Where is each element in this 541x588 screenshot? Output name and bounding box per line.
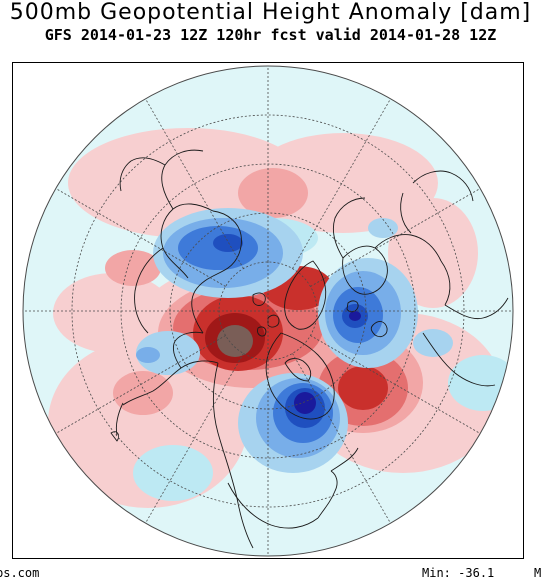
- meridian-line: [55, 188, 226, 287]
- map-title: 500mb Geopotential Height Anomaly [dam]: [9, 0, 532, 25]
- max-positive-anomaly: [217, 325, 253, 357]
- extreme-negative-anomaly: [294, 311, 361, 414]
- map-subtitle: GFS 2014-01-23 12Z 120hr fcst valid 2014…: [44, 26, 497, 44]
- meridian-line: [292, 98, 391, 269]
- meridian-line: [145, 353, 244, 524]
- source-credit: bs.com: [0, 566, 40, 580]
- min-label: Min:: [422, 566, 451, 580]
- latitude-circle: [71, 114, 465, 508]
- anomaly-map: [22, 65, 514, 557]
- meridian-line: [292, 353, 391, 524]
- meridian-line: [310, 188, 481, 287]
- min-value: -36.1: [458, 566, 495, 580]
- meridian-line: [145, 98, 244, 269]
- anomaly-layer: [48, 128, 513, 549]
- meridian-line: [55, 335, 226, 434]
- map-frame: [12, 62, 524, 559]
- min-readout: Min: -36.1: [422, 566, 494, 580]
- max-readout-fragment: M: [534, 566, 541, 580]
- graticule: [23, 66, 513, 556]
- hemisphere-edge: [22, 65, 514, 557]
- meridian-line: [310, 335, 481, 434]
